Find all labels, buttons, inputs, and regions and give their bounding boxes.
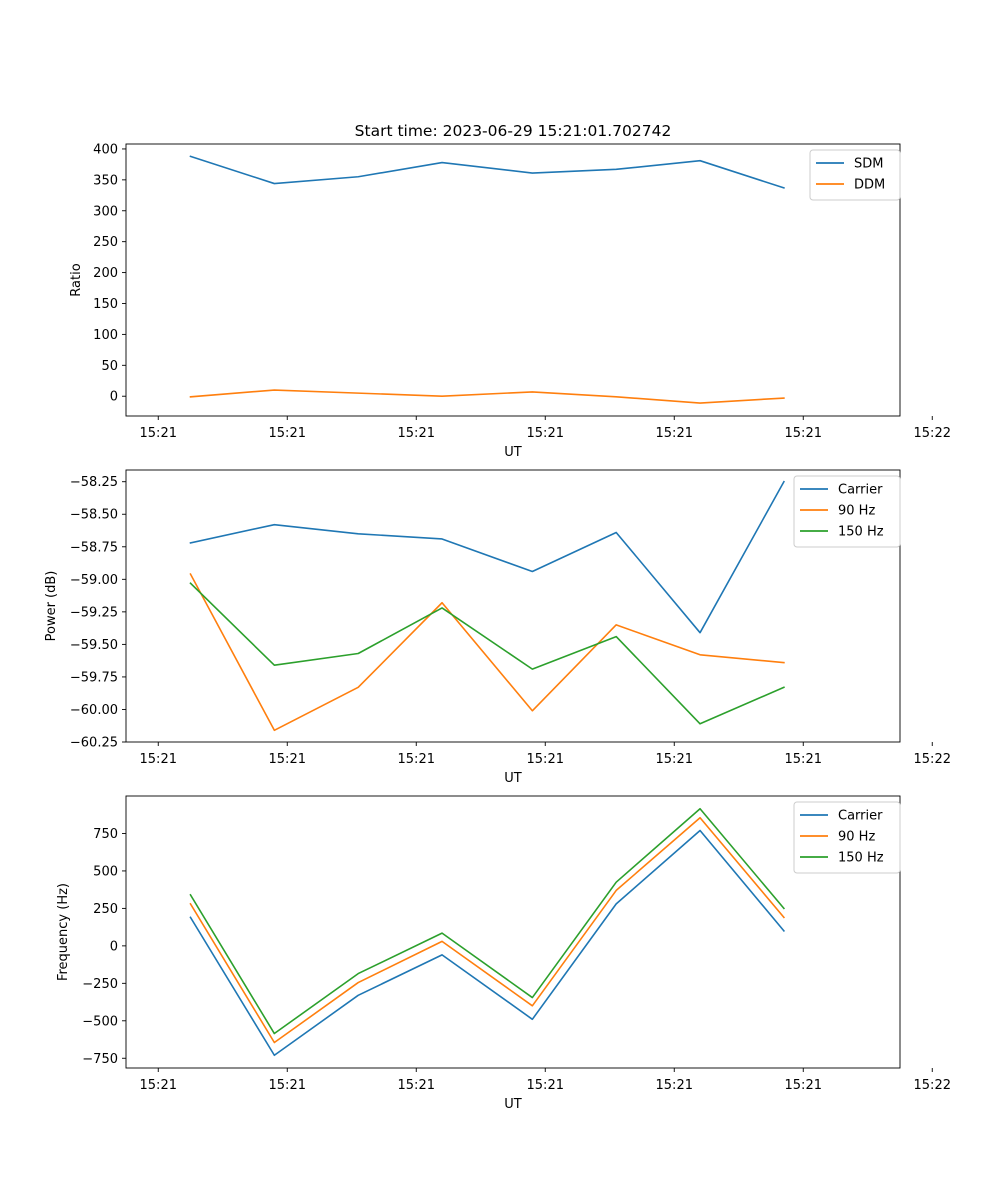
x-tick-label: 15:21: [269, 426, 306, 441]
subplot-panels: 0 50 100 150 200 250 300 350 400 15:21 15:21 15:21 1…: [44, 142, 951, 1112]
y-tick-label: −250: [82, 977, 118, 992]
figure-title: Start time: 2023-06-29 15:21:01.702742: [355, 122, 672, 140]
x-tick-label: 15:21: [785, 426, 822, 441]
legend: Carrier 90 Hz 150 Hz: [793, 801, 901, 874]
legend: Carrier 90 Hz 150 Hz: [793, 475, 901, 548]
series-line-sdm: [189, 155, 785, 189]
y-tick-label: 250: [93, 902, 118, 917]
y-tick-label: −58.75: [70, 540, 118, 555]
y-tick-label: −59.75: [70, 670, 118, 685]
axes-frame: [125, 143, 901, 417]
y-tick-label: −58.50: [70, 508, 118, 523]
y-tick-label: 0: [110, 939, 118, 954]
legend: SDM DDM: [809, 149, 901, 201]
series-line-90-hz: [189, 573, 785, 732]
x-tick-label: 15:21: [785, 752, 822, 767]
series-line-150-hz: [189, 807, 786, 1035]
x-tick-label: 15:21: [527, 426, 564, 441]
y-tick-label: −58.25: [70, 475, 118, 490]
series-line-90-hz: [189, 816, 786, 1044]
y-tick-label: 500: [93, 864, 118, 879]
y-tick-label: 750: [93, 827, 118, 842]
subplot-3: −750 −500 −250 0 250 500 750 15:21 15:21 15:21 15:…: [56, 795, 951, 1112]
y-tick-label: 0: [110, 390, 118, 405]
series-line-carrier: [189, 829, 786, 1057]
legend-label: SDM: [854, 157, 883, 172]
series-line-150-hz: [189, 582, 785, 725]
x-tick-label: 15:21: [269, 752, 306, 767]
y-tick-label: 50: [101, 359, 118, 374]
series-line-carrier: [189, 480, 785, 634]
y-tick-label: 150: [93, 297, 118, 312]
legend-label: 90 Hz: [838, 830, 875, 845]
axes-frame: [125, 795, 901, 1069]
x-tick-label: 15:22: [914, 752, 951, 767]
y-tick-label: −60.25: [70, 736, 118, 751]
y-tick-label: 400: [93, 142, 118, 157]
axes-frame: [125, 469, 901, 743]
x-tick-label: 15:22: [914, 426, 951, 441]
series-line-ddm: [189, 389, 785, 404]
legend-label: Carrier: [838, 483, 883, 498]
y-tick-label: −59.50: [70, 638, 118, 653]
x-tick-label: 15:21: [140, 752, 177, 767]
legend-label: 90 Hz: [838, 504, 875, 519]
x-axis-label: UT: [504, 1097, 522, 1112]
x-tick-label: 15:21: [398, 752, 435, 767]
x-axis-label: UT: [504, 771, 522, 786]
y-axis-label: Frequency (Hz): [56, 883, 71, 981]
y-tick-label: 250: [93, 235, 118, 250]
x-tick-label: 15:21: [527, 1078, 564, 1093]
y-tick-label: −500: [82, 1014, 118, 1029]
y-tick-label: −59.25: [70, 605, 118, 620]
x-tick-label: 15:21: [785, 1078, 822, 1093]
x-tick-label: 15:22: [914, 1078, 951, 1093]
legend-label: 150 Hz: [838, 525, 884, 540]
y-axis-label: Power (dB): [44, 571, 59, 642]
y-tick-label: 100: [93, 328, 118, 343]
y-tick-label: 200: [93, 266, 118, 281]
y-tick-label: −750: [82, 1052, 118, 1067]
x-tick-label: 15:21: [527, 752, 564, 767]
subplot-1: 0 50 100 150 200 250 300 350 400 15:21 15:21 15:21 1…: [69, 142, 951, 460]
y-axis-label: Ratio: [69, 263, 84, 296]
y-tick-label: −59.00: [70, 573, 118, 588]
x-tick-label: 15:21: [140, 1078, 177, 1093]
y-tick-label: 300: [93, 204, 118, 219]
x-tick-label: 15:21: [269, 1078, 306, 1093]
legend-label: DDM: [854, 178, 885, 193]
y-tick-label: 350: [93, 173, 118, 188]
x-tick-label: 15:21: [656, 426, 693, 441]
y-tick-label: −60.00: [70, 703, 118, 718]
x-tick-label: 15:21: [398, 1078, 435, 1093]
x-tick-label: 15:21: [656, 752, 693, 767]
legend-box: [793, 475, 901, 548]
x-tick-label: 15:21: [398, 426, 435, 441]
x-axis-label: UT: [504, 445, 522, 460]
legend-label: 150 Hz: [838, 851, 884, 866]
legend-label: Carrier: [838, 809, 883, 824]
x-tick-label: 15:21: [656, 1078, 693, 1093]
legend-box: [793, 801, 901, 874]
x-tick-label: 15:21: [140, 426, 177, 441]
subplot-2: −60.25 −60.00 −59.75 −59.50 −59.25 −59.00 −58.…: [44, 469, 951, 786]
